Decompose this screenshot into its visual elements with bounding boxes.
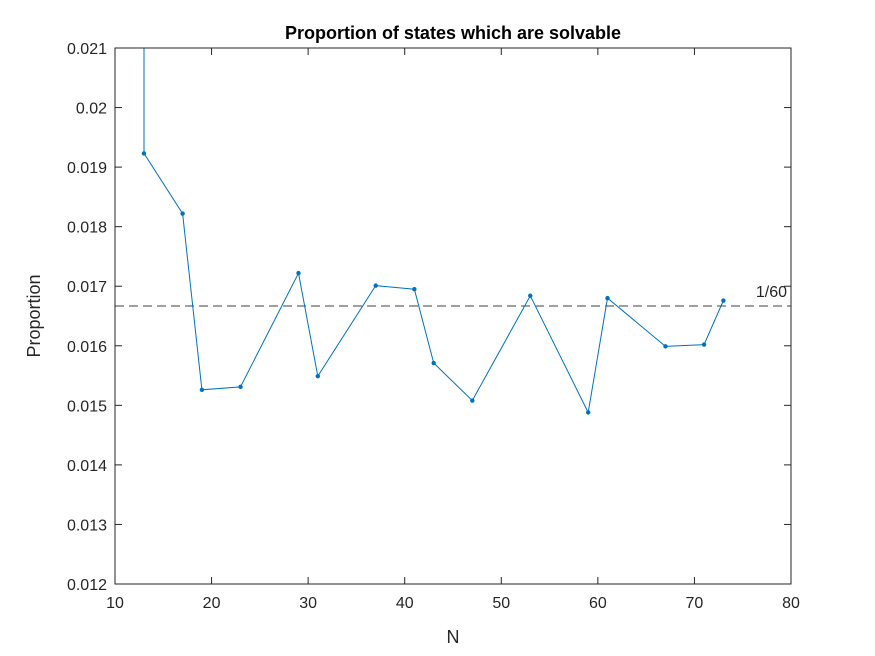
reference-line-label: 1/60 (756, 284, 787, 301)
x-axis: 10 20 30 40 50 60 70 80 (106, 48, 800, 612)
plot-area (115, 48, 791, 584)
y-tick-label: 0.012 (67, 577, 107, 594)
data-point (141, 151, 147, 156)
y-tick-label: 0.015 (67, 398, 107, 415)
y-axis: 0.012 0.013 0.014 0.015 0.016 0.017 0.018 0.019… (67, 41, 791, 594)
data-point (412, 287, 417, 292)
x-axis-label: N (447, 627, 460, 647)
chart-title: Proportion of states which are solvable (285, 23, 621, 43)
data-point (701, 342, 707, 347)
plot-background (115, 48, 791, 584)
y-tick-label: 0.02 (76, 101, 107, 118)
data-point (586, 410, 591, 415)
data-point (315, 373, 320, 379)
data-point (296, 270, 301, 276)
x-tick-label: 10 (106, 595, 124, 612)
series-group (141, 48, 726, 415)
data-point (373, 283, 378, 288)
data-point (721, 298, 726, 303)
data-point (238, 384, 243, 390)
y-tick-label: 0.013 (67, 517, 107, 534)
y-tick-label: 0.014 (67, 458, 107, 475)
plot-frame (114, 47, 792, 585)
x-tick-label: 30 (299, 595, 317, 612)
x-tick-label: 60 (589, 595, 607, 612)
data-point (605, 295, 610, 301)
data-point (663, 344, 668, 349)
y-tick-label: 0.016 (67, 339, 107, 356)
y-axis-label: Proportion (24, 274, 44, 357)
data-point (528, 293, 533, 298)
y-tick-label: 0.017 (67, 279, 107, 296)
x-tick-label: 80 (782, 595, 800, 612)
data-point (470, 398, 475, 403)
y-tick-label: 0.019 (67, 160, 107, 177)
data-point (199, 387, 205, 393)
x-tick-label: 40 (396, 595, 414, 612)
y-tick-label: 0.021 (67, 41, 107, 58)
data-point (180, 211, 185, 216)
x-tick-label: 20 (203, 595, 221, 612)
x-tick-label: 50 (492, 595, 510, 612)
x-tick-label: 70 (686, 595, 704, 612)
data-point (431, 360, 436, 366)
y-tick-label: 0.018 (67, 220, 107, 237)
